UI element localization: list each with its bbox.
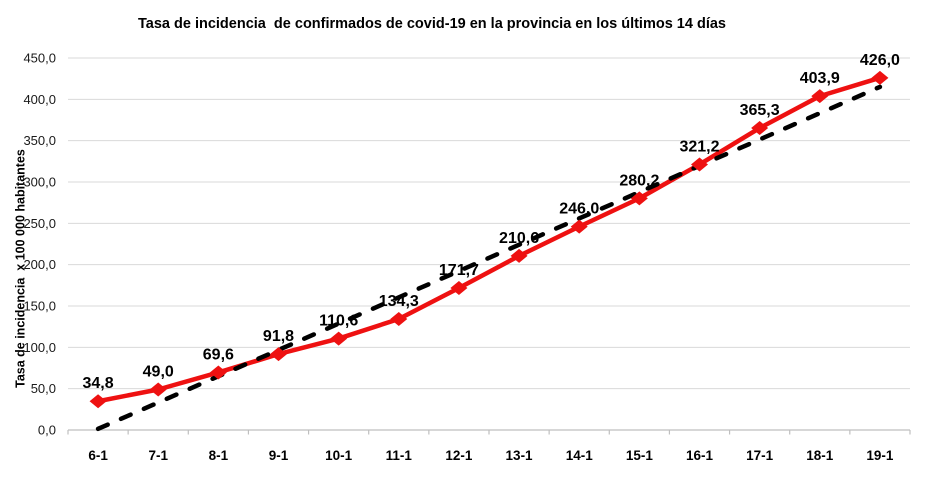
data-point-marker (390, 311, 408, 326)
data-point-label: 91,8 (263, 328, 294, 345)
data-point-marker (89, 394, 107, 409)
y-axis-title: Tasa de incidencia x 100 000 habitantes (13, 149, 28, 388)
data-point-marker (510, 248, 528, 263)
y-tick-label: 0,0 (38, 423, 56, 438)
y-tick-label: 200,0 (23, 257, 56, 272)
y-tick-label: 150,0 (23, 299, 56, 314)
chart-title: Tasa de incidencia de confirmados de cov… (138, 16, 726, 32)
x-tick-label: 13-1 (506, 448, 534, 463)
trendline (95, 84, 883, 432)
data-point-label: 403,9 (800, 70, 840, 87)
x-tick-label: 6-1 (88, 448, 108, 463)
data-point-label: 171,7 (439, 262, 479, 279)
data-point-label: 280,2 (619, 172, 659, 189)
data-point-label: 49,0 (143, 363, 174, 380)
x-tick-label: 9-1 (269, 448, 289, 463)
x-tick-label: 14-1 (566, 448, 594, 463)
data-point-marker (691, 157, 708, 172)
data-point-label: 426,0 (860, 52, 900, 69)
series-line (95, 75, 883, 404)
data-point-marker (871, 70, 889, 85)
x-tick-label: 15-1 (626, 448, 654, 463)
data-point-marker (450, 281, 468, 296)
data-point-marker (149, 382, 167, 397)
y-tick-label: 400,0 (23, 92, 56, 107)
data-point-label: 321,2 (679, 138, 719, 155)
data-point-label: 134,3 (379, 293, 419, 310)
data-point-label: 210,6 (499, 230, 539, 247)
data-point-marker (811, 89, 829, 104)
data-point-marker (330, 331, 348, 346)
data-point-marker (209, 365, 227, 380)
data-point-label: 246,0 (559, 201, 599, 218)
y-tick-label: 50,0 (31, 381, 56, 396)
x-tick-label: 19-1 (866, 448, 894, 463)
data-point-marker (630, 191, 648, 206)
x-tick-label: 12-1 (445, 448, 473, 463)
data-point-label: 110,6 (319, 313, 358, 330)
data-point-label: 365,3 (740, 102, 780, 119)
y-tick-label: 250,0 (23, 216, 56, 231)
x-tick-label: 11-1 (386, 448, 413, 463)
x-tick-label: 18-1 (806, 448, 834, 463)
data-point-marker (570, 219, 588, 234)
x-tick-label: 8-1 (209, 448, 229, 463)
data-point-label: 34,8 (83, 375, 114, 392)
x-tick-label: 16-1 (686, 448, 714, 463)
y-tick-label: 450,0 (23, 51, 56, 66)
x-tick-label: 7-1 (148, 448, 168, 463)
data-point-label: 69,6 (203, 346, 234, 363)
data-point-marker (751, 121, 769, 136)
y-tick-label: 100,0 (23, 340, 56, 355)
y-tick-label: 350,0 (23, 133, 56, 148)
x-tick-label: 17-1 (746, 448, 774, 463)
x-tick-label: 10-1 (325, 448, 353, 463)
y-tick-label: 300,0 (23, 175, 56, 190)
data-point-marker (270, 347, 287, 362)
